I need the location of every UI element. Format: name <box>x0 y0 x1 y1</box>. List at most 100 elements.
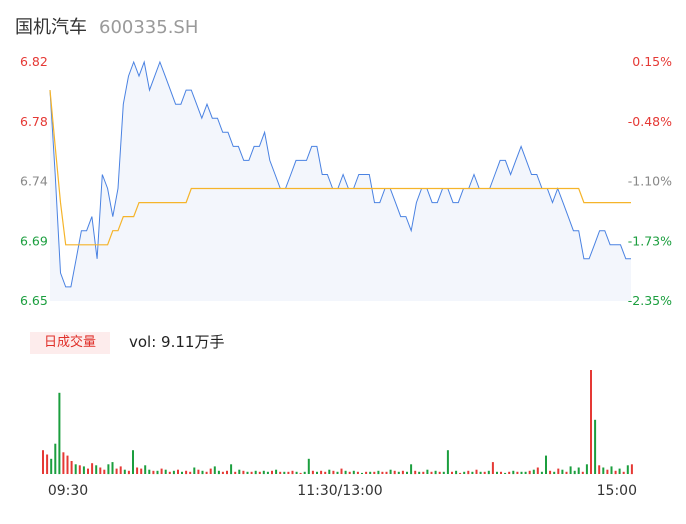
percent-tick-label: -2.35% <box>628 293 672 308</box>
volume-bar <box>344 470 347 475</box>
volume-bar <box>234 471 237 474</box>
volume-bar <box>82 466 85 474</box>
volume-bar <box>209 468 212 474</box>
volume-bar <box>185 470 188 475</box>
volume-bar <box>230 464 233 475</box>
volume-bar <box>156 470 159 475</box>
average-price-line <box>49 90 631 246</box>
volume-bar <box>614 470 617 475</box>
volume-bar <box>66 455 69 474</box>
volume-bar <box>50 458 53 474</box>
volume-tag[interactable]: 日成交量 <box>30 332 110 354</box>
volume-bar <box>336 471 339 474</box>
volume-bar <box>418 471 421 474</box>
volume-bar <box>238 469 241 474</box>
volume-bar <box>389 469 392 474</box>
volume-bar <box>262 470 265 475</box>
volume-bar <box>160 468 163 474</box>
volume-bar <box>410 464 413 475</box>
volume-bar <box>361 472 363 474</box>
volume-bar <box>520 471 523 474</box>
volume-bar <box>438 471 441 474</box>
volume-bar <box>62 452 65 474</box>
percent-tick-label: -1.73% <box>628 233 672 248</box>
volume-bar <box>373 471 376 474</box>
volume-bar <box>144 465 147 474</box>
stock-code: 600335.SH <box>99 17 199 38</box>
volume-bar <box>123 469 126 474</box>
volume-bar <box>299 472 302 474</box>
volume-bar <box>577 467 580 474</box>
volume-bar <box>565 471 568 474</box>
time-tick-label: 11:30/13:00 <box>297 483 382 499</box>
volume-bar <box>148 469 151 474</box>
volume-bar <box>446 450 449 474</box>
price-tick-label: 6.82 <box>20 54 48 69</box>
volume-bar <box>291 470 294 475</box>
volume-bar <box>42 450 44 474</box>
volume-bar <box>557 468 560 474</box>
volume-bar <box>246 471 249 474</box>
volume-bar <box>414 470 417 475</box>
volume-bar <box>606 469 609 474</box>
volume-bar <box>107 464 110 475</box>
volume-bar <box>459 472 462 474</box>
volume-bar <box>140 468 143 474</box>
volume-bar <box>226 470 228 475</box>
volume-bar <box>348 471 351 474</box>
volume-bar <box>87 468 89 474</box>
volume-bar <box>283 471 286 474</box>
volume-bar <box>127 470 130 475</box>
volume-bar <box>594 419 597 474</box>
time-tick-label: 15:00 <box>597 483 637 499</box>
volume-bar <box>483 471 486 474</box>
volume-bar <box>393 470 396 475</box>
volume-bar <box>561 469 564 474</box>
volume-bar <box>540 471 543 474</box>
volume-bar <box>340 468 343 474</box>
volume-bar <box>479 471 482 474</box>
volume-bar <box>352 470 355 475</box>
volume-bar <box>532 469 535 474</box>
volume-bar <box>254 470 257 475</box>
volume-bar <box>504 472 507 474</box>
volume-bar <box>99 467 102 474</box>
volume-bar <box>401 470 404 475</box>
volume-bar <box>332 470 335 475</box>
time-tick-label: 09:30 <box>48 483 88 499</box>
price-line <box>49 60 631 288</box>
volume-bar <box>581 471 584 474</box>
volume-bar <box>406 471 408 474</box>
volume-bar <box>528 470 531 475</box>
volume-bar <box>58 392 61 475</box>
volume-bar <box>307 458 310 474</box>
volume-bar <box>434 470 437 475</box>
volume-bar <box>295 471 298 474</box>
volume-bar <box>111 462 114 474</box>
volume-bars <box>42 370 633 475</box>
volume-bar <box>119 466 122 474</box>
volume-bar <box>279 471 282 474</box>
volume-bar <box>172 470 175 475</box>
price-tick-label: 6.74 <box>20 174 48 189</box>
percent-tick-label: 0.15% <box>632 54 672 69</box>
volume-bar <box>217 470 220 475</box>
volume-bar <box>266 471 269 474</box>
volume-bar <box>622 471 625 474</box>
volume-bar <box>545 455 547 474</box>
volume-bar <box>549 470 552 475</box>
price-tick-label: 6.65 <box>20 293 48 308</box>
volume-bar <box>516 471 519 474</box>
volume-bar <box>602 467 605 474</box>
volume-bar <box>377 470 380 475</box>
volume-bar <box>500 471 502 474</box>
volume-bar <box>475 469 478 474</box>
volume-bar <box>512 470 515 475</box>
price-tick-label: 6.78 <box>20 114 48 129</box>
volume-bar <box>573 470 576 475</box>
volume-bar <box>91 463 94 474</box>
volume-bar <box>630 464 633 475</box>
volume-bar <box>356 471 359 474</box>
volume-bar <box>426 469 429 474</box>
volume-bar <box>524 471 527 474</box>
